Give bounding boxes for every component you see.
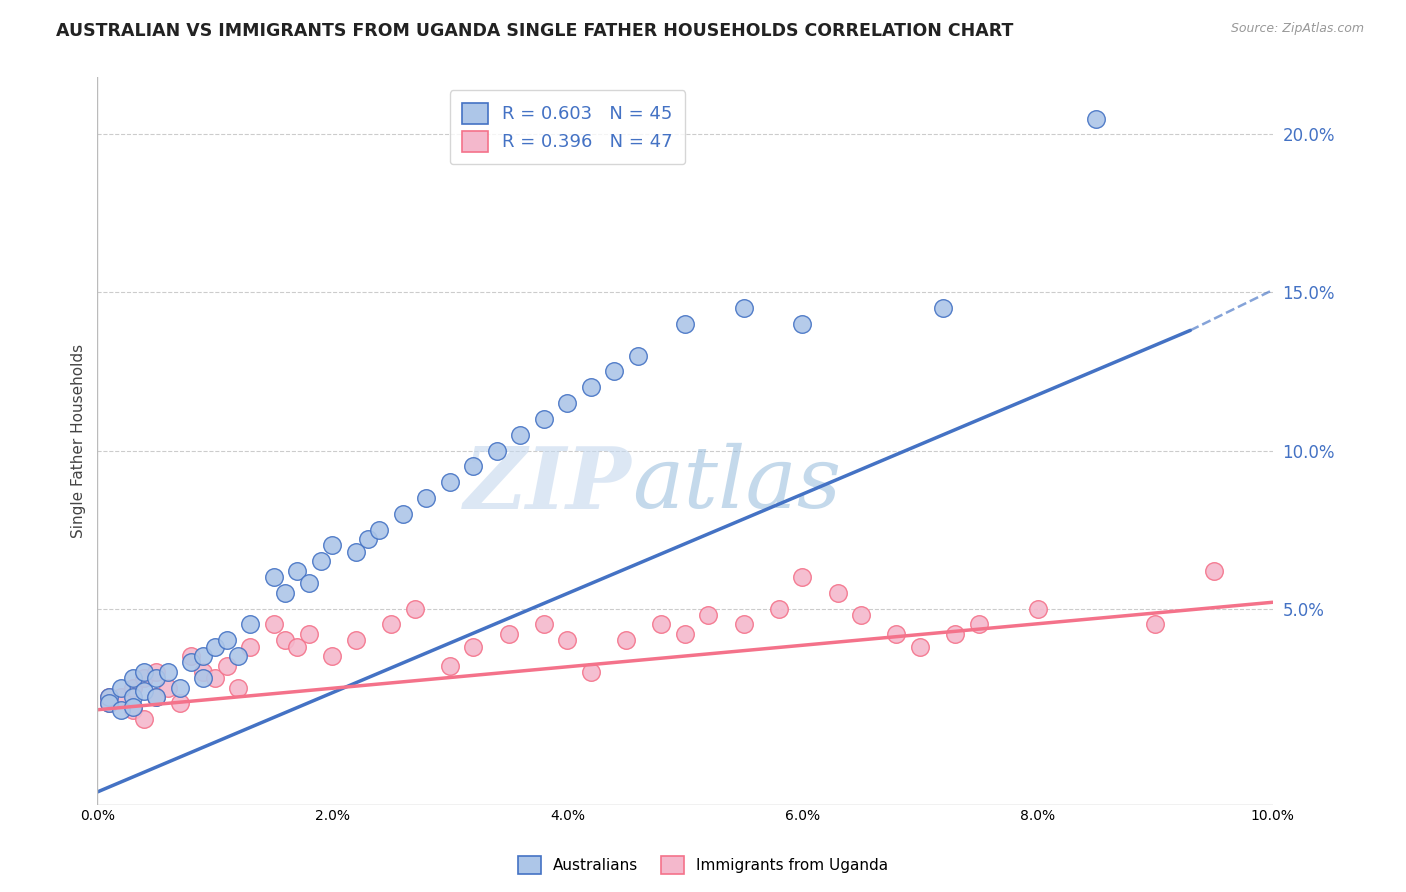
Point	[498, 627, 520, 641]
Point	[145, 671, 167, 685]
Point	[404, 601, 426, 615]
Point	[180, 656, 202, 670]
Point	[110, 703, 132, 717]
Point	[908, 640, 931, 654]
Point	[650, 617, 672, 632]
Point	[121, 690, 143, 705]
Point	[180, 648, 202, 663]
Point	[851, 607, 873, 622]
Point	[344, 633, 367, 648]
Point	[145, 690, 167, 705]
Point	[134, 671, 156, 685]
Point	[121, 681, 143, 695]
Point	[463, 640, 485, 654]
Point	[827, 586, 849, 600]
Point	[298, 576, 321, 591]
Point	[121, 671, 143, 685]
Point	[274, 633, 297, 648]
Point	[557, 633, 579, 648]
Point	[768, 601, 790, 615]
Point	[263, 570, 285, 584]
Point	[967, 617, 990, 632]
Point	[485, 443, 508, 458]
Text: AUSTRALIAN VS IMMIGRANTS FROM UGANDA SINGLE FATHER HOUSEHOLDS CORRELATION CHART: AUSTRALIAN VS IMMIGRANTS FROM UGANDA SIN…	[56, 22, 1014, 40]
Point	[134, 665, 156, 679]
Point	[627, 349, 650, 363]
Point	[792, 317, 814, 331]
Point	[134, 683, 156, 698]
Point	[439, 658, 461, 673]
Point	[415, 491, 437, 505]
Point	[557, 396, 579, 410]
Point	[215, 633, 238, 648]
Point	[1202, 564, 1225, 578]
Point	[1085, 112, 1108, 126]
Point	[191, 671, 214, 685]
Point	[1143, 617, 1166, 632]
Point	[134, 712, 156, 726]
Point	[697, 607, 720, 622]
Point	[156, 665, 179, 679]
Point	[533, 617, 555, 632]
Point	[169, 697, 191, 711]
Legend: Australians, Immigrants from Uganda: Australians, Immigrants from Uganda	[512, 850, 894, 880]
Text: Source: ZipAtlas.com: Source: ZipAtlas.com	[1230, 22, 1364, 36]
Point	[792, 570, 814, 584]
Point	[215, 658, 238, 673]
Point	[368, 523, 391, 537]
Point	[392, 507, 415, 521]
Point	[509, 427, 531, 442]
Point	[673, 317, 696, 331]
Point	[204, 640, 226, 654]
Point	[274, 586, 297, 600]
Point	[263, 617, 285, 632]
Point	[239, 617, 262, 632]
Point	[110, 690, 132, 705]
Point	[886, 627, 908, 641]
Point	[603, 364, 626, 378]
Point	[98, 697, 121, 711]
Point	[356, 532, 378, 546]
Point	[285, 564, 308, 578]
Point	[145, 690, 167, 705]
Point	[943, 627, 966, 641]
Text: atlas: atlas	[633, 443, 841, 526]
Point	[298, 627, 321, 641]
Y-axis label: Single Father Households: Single Father Households	[72, 344, 86, 538]
Point	[204, 671, 226, 685]
Point	[463, 459, 485, 474]
Text: ZIP: ZIP	[464, 443, 633, 526]
Point	[110, 681, 132, 695]
Point	[191, 665, 214, 679]
Point	[228, 648, 250, 663]
Point	[228, 681, 250, 695]
Point	[285, 640, 308, 654]
Point	[309, 554, 332, 568]
Point	[239, 640, 262, 654]
Point	[439, 475, 461, 490]
Point	[98, 690, 121, 705]
Point	[673, 627, 696, 641]
Point	[169, 681, 191, 695]
Point	[579, 665, 602, 679]
Point	[98, 697, 121, 711]
Point	[733, 301, 755, 316]
Legend: R = 0.603   N = 45, R = 0.396   N = 47: R = 0.603 N = 45, R = 0.396 N = 47	[450, 90, 685, 164]
Point	[321, 538, 343, 552]
Point	[533, 412, 555, 426]
Point	[932, 301, 955, 316]
Point	[121, 703, 143, 717]
Point	[156, 681, 179, 695]
Point	[145, 665, 167, 679]
Point	[380, 617, 402, 632]
Point	[98, 690, 121, 705]
Point	[321, 648, 343, 663]
Point	[579, 380, 602, 394]
Point	[1026, 601, 1049, 615]
Point	[191, 648, 214, 663]
Point	[733, 617, 755, 632]
Point	[344, 544, 367, 558]
Point	[121, 699, 143, 714]
Point	[614, 633, 637, 648]
